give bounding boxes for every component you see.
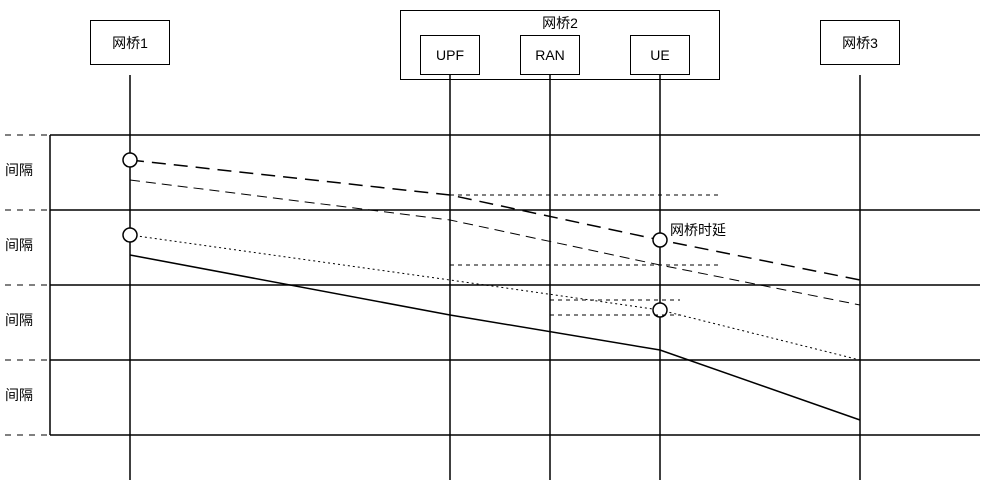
flow-line-flow4 bbox=[130, 255, 860, 420]
flow-line-flow3 bbox=[130, 235, 860, 360]
flow-line-flow1 bbox=[130, 160, 860, 280]
interval-label-2: 间隔 bbox=[5, 310, 33, 330]
flow-event-flow1-0 bbox=[123, 153, 137, 167]
interval-label-3: 间隔 bbox=[5, 385, 33, 405]
flow-event-flow3-0 bbox=[123, 228, 137, 242]
diagram-container: 网桥1 网桥2 UPF RAN UE 网桥3 网桥时延 间隔间隔间隔间隔 bbox=[0, 0, 1000, 500]
flow-line-flow2 bbox=[130, 180, 860, 305]
diagram-svg bbox=[0, 0, 1000, 500]
interval-label-1: 间隔 bbox=[5, 235, 33, 255]
flow-event-flow1-2 bbox=[653, 233, 667, 247]
interval-label-0: 间隔 bbox=[5, 160, 33, 180]
